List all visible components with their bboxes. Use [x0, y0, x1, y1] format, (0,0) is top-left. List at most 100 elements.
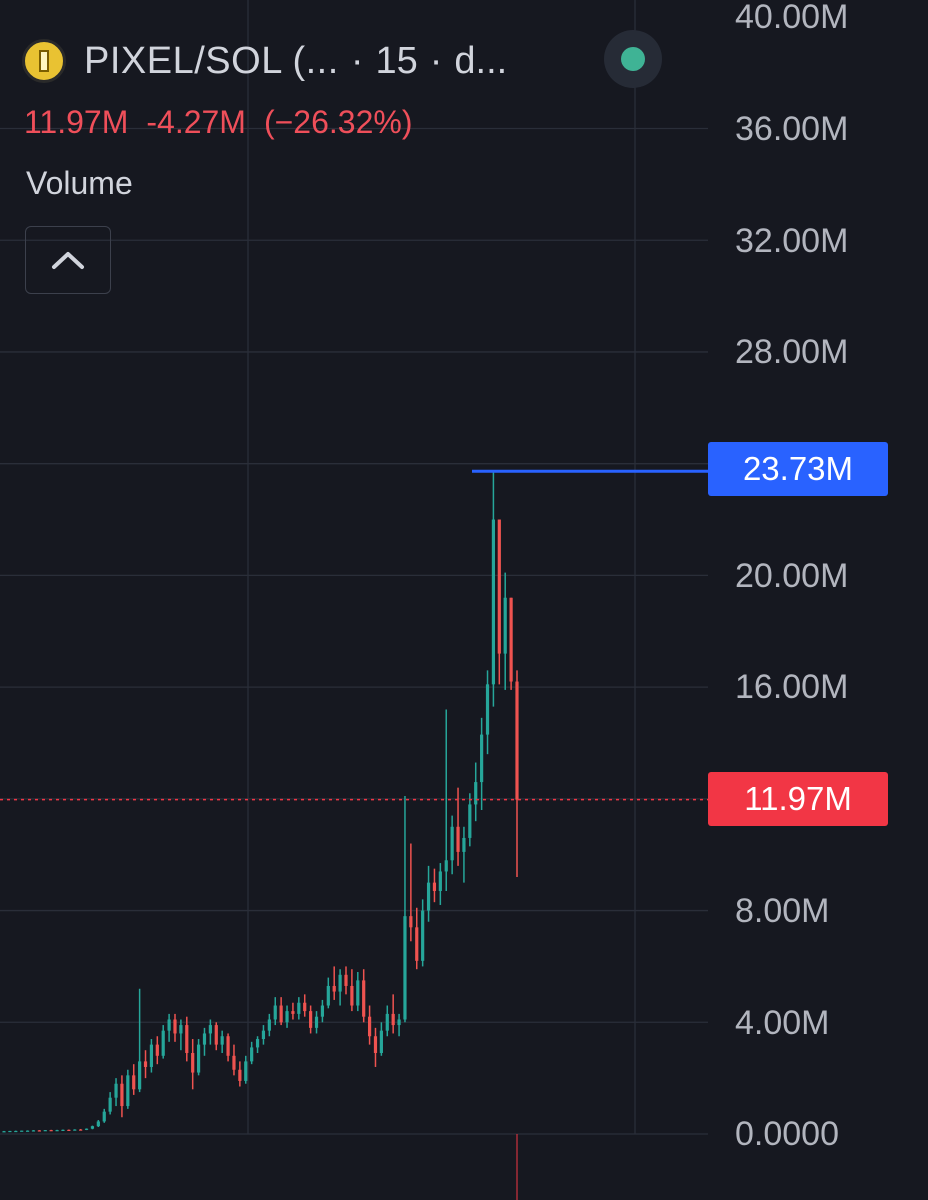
candlestick — [191, 1039, 195, 1090]
candlestick — [403, 796, 407, 1023]
candlestick — [73, 1129, 77, 1131]
candle-body — [367, 1016, 372, 1037]
candlestick — [90, 1125, 95, 1130]
high-price-tag: 23.73M — [708, 442, 888, 496]
candle-body — [438, 871, 442, 892]
symbol-header[interactable]: PIXEL/SOL (... · 15 · d... — [22, 34, 507, 88]
candle-body — [391, 1013, 395, 1026]
candlestick — [267, 1013, 271, 1037]
candlestick — [338, 969, 342, 1006]
candlestick — [84, 1128, 89, 1131]
candlestick — [297, 997, 301, 1020]
candle-body — [344, 974, 348, 986]
candlestick — [438, 863, 442, 905]
candle-body — [179, 1025, 183, 1034]
candle-body — [8, 1130, 12, 1133]
candle-body — [320, 1005, 325, 1017]
candlestick — [480, 717, 484, 811]
candle-body — [261, 1030, 266, 1040]
candle-body — [415, 927, 419, 961]
candle-body — [96, 1121, 100, 1127]
candlestick — [226, 1033, 230, 1062]
candle-body — [485, 684, 490, 735]
candlestick — [79, 1128, 83, 1131]
candle-body — [102, 1111, 106, 1122]
candle-body — [73, 1129, 77, 1131]
candle-body — [509, 597, 513, 682]
candlestick — [415, 907, 419, 970]
candlestick — [155, 1036, 159, 1065]
candlestick — [409, 843, 413, 942]
volume-indicator-label[interactable]: Volume — [26, 165, 133, 201]
candlestick — [432, 868, 437, 903]
candlestick — [509, 597, 513, 690]
candle-body — [108, 1097, 112, 1112]
candle-body — [143, 1061, 148, 1067]
candle-body — [421, 910, 425, 961]
candle-body — [167, 1019, 171, 1031]
candlestick — [474, 762, 478, 822]
candlestick — [114, 1078, 118, 1107]
candlestick — [444, 709, 448, 892]
candlestick — [273, 997, 277, 1026]
pixel-coin-icon — [22, 39, 66, 83]
candlestick — [37, 1130, 41, 1132]
price-tick-label: 32.00M — [735, 222, 848, 260]
candlestick — [238, 1061, 242, 1087]
candlestick — [25, 1130, 30, 1132]
candlestick — [232, 1044, 236, 1076]
candlestick — [102, 1108, 106, 1123]
candle-body — [267, 1019, 271, 1031]
candlestick — [373, 1027, 378, 1067]
interval-label[interactable]: 15 — [375, 39, 418, 82]
candle-body — [161, 1030, 165, 1056]
data-source-label[interactable]: d... — [454, 39, 508, 82]
candle-body — [373, 1036, 378, 1054]
candle-body — [14, 1130, 18, 1133]
candle-body — [397, 1019, 401, 1026]
candlestick — [421, 899, 425, 967]
candlestick — [320, 999, 325, 1023]
candlestick — [96, 1120, 100, 1128]
candle-body — [332, 985, 336, 992]
candle-body — [220, 1036, 224, 1045]
candle-body — [114, 1083, 118, 1098]
candlestick — [250, 1041, 254, 1065]
candle-body — [185, 1025, 189, 1054]
candlestick — [202, 1027, 207, 1056]
candlestick — [385, 1005, 389, 1037]
candlestick — [367, 1005, 372, 1045]
candlestick — [61, 1129, 65, 1132]
candle-body — [409, 916, 413, 928]
candle-body — [226, 1036, 230, 1056]
candlestick — [503, 572, 507, 690]
market-status-indicator[interactable] — [604, 30, 662, 88]
candle-body — [350, 985, 354, 1006]
candlestick — [279, 997, 283, 1026]
candlestick — [132, 1064, 136, 1095]
candlestick — [285, 1005, 289, 1028]
symbol-name[interactable]: PIXEL/SOL (... — [84, 39, 339, 82]
candle-body — [491, 519, 496, 685]
candlestick — [43, 1130, 47, 1132]
candle-body — [356, 980, 360, 1006]
candlestick — [356, 972, 360, 1012]
candlestick — [67, 1129, 71, 1132]
candlestick — [261, 1025, 266, 1045]
market-open-dot-icon — [621, 47, 645, 71]
candle-body — [403, 916, 407, 1020]
candle-body — [43, 1130, 47, 1132]
candlestick — [255, 1036, 260, 1054]
candlestick — [314, 1011, 319, 1034]
chart-gridlines — [0, 0, 708, 1135]
candle-body — [462, 837, 466, 852]
candle-body — [67, 1129, 71, 1132]
candle-body — [432, 882, 437, 892]
collapse-legend-button[interactable] — [25, 226, 111, 294]
candle-body — [79, 1129, 83, 1131]
candle-body — [214, 1025, 218, 1045]
candlestick — [161, 1025, 165, 1059]
candlestick — [485, 670, 490, 755]
candlestick — [332, 966, 336, 1000]
